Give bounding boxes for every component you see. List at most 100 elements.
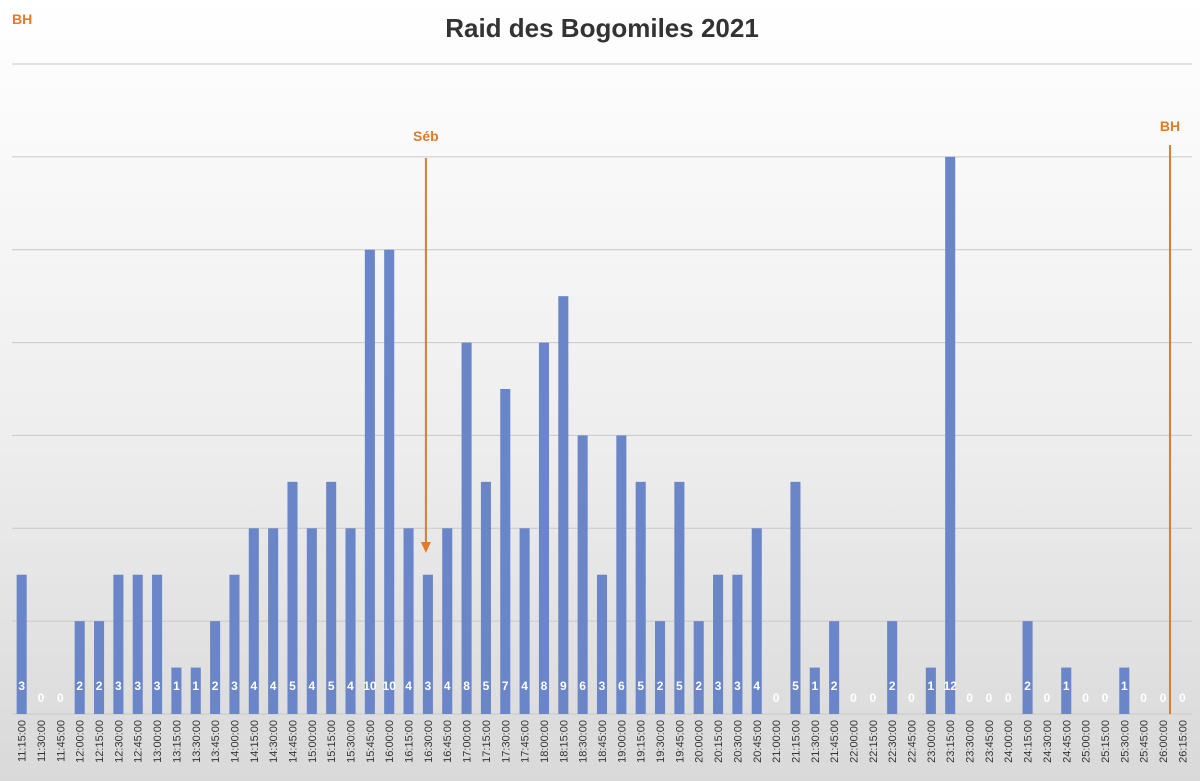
data-label: 4 [270,679,277,693]
x-tick-label: 14:45:00 [287,720,299,763]
bar [635,481,646,714]
bar [113,574,124,714]
bars [16,156,1130,714]
x-tick-label: 11:45:00 [55,720,67,762]
data-label: 4 [405,679,412,693]
x-tick-label: 15:00:00 [307,720,319,763]
bar [674,481,685,714]
data-label: 0 [1160,691,1167,705]
data-label: 5 [328,679,335,693]
data-label: 0 [773,691,780,705]
x-tick-label: 18:00:00 [539,720,551,763]
x-tick-label: 16:00:00 [384,720,396,763]
x-tick-label: 11:30:00 [36,720,48,762]
x-tick-label: 21:45:00 [829,720,841,763]
data-label: 2 [76,679,83,693]
data-label: 0 [38,691,45,705]
bar [925,667,936,714]
x-tick-label: 13:30:00 [191,720,203,763]
data-label: 1 [1121,679,1128,693]
bar [229,574,240,714]
x-tick-label: 13:45:00 [210,720,222,763]
x-tick-label: 22:30:00 [887,720,899,763]
x-tick-label: 19:30:00 [655,720,667,763]
x-tick-label: 18:15:00 [558,720,570,763]
x-tick-label: 26:15:00 [1177,720,1189,763]
data-label: 9 [560,679,567,693]
data-label: 8 [541,679,548,693]
x-tick-label: 25:45:00 [1139,720,1151,763]
x-tick-label: 23:00:00 [926,720,938,763]
x-tick-label: 23:30:00 [965,720,977,763]
bar [287,481,298,714]
data-label: 3 [18,679,25,693]
data-label: 10 [363,679,377,693]
bar [693,621,704,714]
data-label: 0 [1140,691,1147,705]
x-tick-label: 24:45:00 [1061,720,1073,763]
x-tick-label: 25:30:00 [1119,720,1131,763]
bar [655,621,666,714]
bar [326,481,337,714]
data-label: 1 [1063,679,1070,693]
annotations: BH Séb BH [12,11,1180,714]
x-tick-label: 16:15:00 [404,720,416,763]
x-tick-label: 21:30:00 [810,720,822,763]
bar [16,574,27,714]
data-label: 0 [869,691,876,705]
bar [519,528,530,714]
x-axis-tick-labels: 11:15:00 11:30:00 11:45:00 12:00:00 12:15:00… [17,720,1190,763]
data-label: 2 [96,679,103,693]
data-label: 2 [695,679,702,693]
data-label: 0 [908,691,915,705]
x-tick-label: 18:45:00 [597,720,609,763]
x-tick-label: 16:30:00 [423,720,435,763]
x-tick-label: 12:00:00 [75,720,87,763]
bar [190,667,201,714]
chart-title: Raid des Bogomiles 2021 [445,13,759,43]
data-label: 3 [231,679,238,693]
data-label: 0 [850,691,857,705]
data-label: 0 [1044,691,1051,705]
x-tick-label: 12:45:00 [133,720,145,763]
data-label: 3 [734,679,741,693]
annotation-label: Séb [413,128,439,144]
x-tick-label: 17:30:00 [500,720,512,763]
data-label: 0 [986,691,993,705]
x-tick-label: 15:30:00 [346,720,358,763]
x-tick-label: 23:15:00 [945,720,957,763]
x-tick-label: 23:45:00 [984,720,996,763]
bar [306,528,317,714]
data-label: 4 [250,679,257,693]
bar [461,342,472,714]
data-label: 12 [944,679,958,693]
data-label: 5 [792,679,799,693]
data-label: 4 [444,679,451,693]
x-tick-label: 22:00:00 [848,720,860,763]
data-label: 6 [579,679,586,693]
annotation-arrowhead [420,542,431,553]
x-tick-label: 14:30:00 [268,720,280,763]
bar [171,667,182,714]
data-label: 0 [966,691,973,705]
data-label: 3 [425,679,432,693]
data-label: 4 [308,679,315,693]
data-label: 2 [831,679,838,693]
data-label: 5 [676,679,683,693]
data-label: 2 [212,679,219,693]
x-tick-label: 12:30:00 [113,720,125,763]
bar [751,528,762,714]
x-tick-label: 25:15:00 [1100,720,1112,763]
x-tick-label: 24:30:00 [1042,720,1054,763]
x-tick-label: 12:15:00 [94,720,106,763]
x-tick-label: 14:00:00 [229,720,241,763]
x-tick-label: 26:00:00 [1158,720,1170,763]
bar [596,574,608,714]
data-label: 4 [753,679,760,693]
data-label: 4 [347,679,354,693]
x-tick-label: 20:15:00 [713,720,725,763]
data-label: 7 [502,679,509,693]
data-label: 0 [57,691,64,705]
bar [577,435,588,714]
